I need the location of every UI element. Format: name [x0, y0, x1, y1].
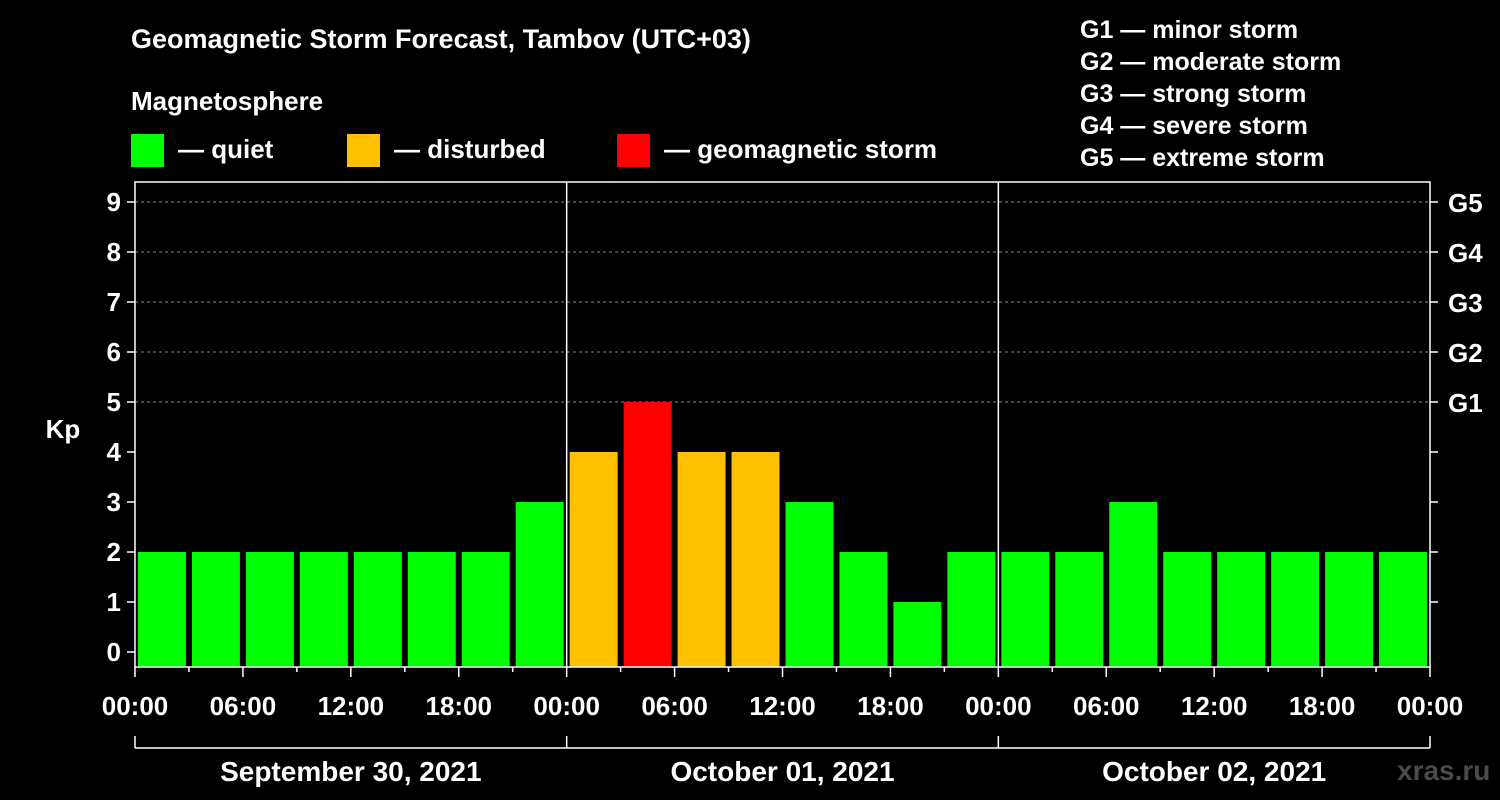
bar-17	[1055, 552, 1104, 667]
bar-9	[623, 402, 672, 667]
y-tick-label-5: 5	[107, 387, 121, 417]
x-tick-label-7: 18:00	[857, 691, 924, 721]
y-tick-label-3: 3	[107, 487, 121, 517]
x-tick-label-5: 06:00	[641, 691, 708, 721]
right-tick-label-g5: G5	[1448, 188, 1483, 218]
x-tick-label-0: 00:00	[102, 691, 169, 721]
chart-title: Geomagnetic Storm Forecast, Tambov (UTC+…	[131, 24, 751, 54]
legend-swatch-disturbed	[347, 134, 380, 167]
x-tick-label-4: 00:00	[533, 691, 600, 721]
x-tick-label-12: 00:00	[1397, 691, 1464, 721]
bar-18	[1109, 502, 1158, 667]
bar-11	[731, 452, 780, 667]
legend-item-storm: — geomagnetic storm	[617, 134, 957, 168]
right-tick-label-g3: G3	[1448, 288, 1483, 318]
legend-subtitle: Magnetosphere	[131, 86, 324, 116]
legend-label-disturbed: — disturbed	[394, 134, 546, 164]
bar-16	[1001, 552, 1050, 667]
right-tick-label-g1: G1	[1448, 388, 1483, 418]
bar-21	[1271, 552, 1320, 667]
x-tick-label-3: 18:00	[426, 691, 493, 721]
bar-12	[785, 502, 834, 667]
bar-6	[461, 552, 510, 667]
bar-0	[138, 552, 186, 667]
y-tick-label-2: 2	[107, 537, 121, 567]
legend-label-quiet: — quiet	[178, 134, 274, 164]
watermark: xras.ru	[1397, 755, 1491, 786]
x-tick-label-11: 18:00	[1289, 691, 1356, 721]
x-tick-label-6: 12:00	[749, 691, 816, 721]
y-tick-label-9: 9	[107, 187, 121, 217]
g-scale-legend-g1: G1 — minor storm	[1080, 16, 1299, 44]
bar-19	[1163, 552, 1212, 667]
g-scale-legend: G1 — minor storm G2 — moderate storm G3 …	[1080, 14, 1341, 174]
bar-23	[1379, 552, 1427, 667]
right-tick-label-g2: G2	[1448, 338, 1483, 368]
x-tick-label-2: 12:00	[318, 691, 385, 721]
legend-swatch-storm	[617, 134, 650, 167]
legend-item-quiet: — quiet	[131, 134, 331, 168]
bar-1	[191, 552, 240, 667]
x-tick-label-1: 06:00	[210, 691, 277, 721]
y-tick-label-1: 1	[107, 587, 121, 617]
bar-13	[839, 552, 888, 667]
bar-22	[1325, 552, 1374, 667]
bar-15	[947, 552, 996, 667]
day-label-1: October 01, 2021	[670, 756, 894, 787]
legend-swatch-quiet	[131, 134, 164, 167]
bar-7	[515, 502, 564, 667]
legend-item-disturbed: — disturbed	[347, 134, 587, 168]
day-label-0: September 30, 2021	[220, 756, 482, 787]
g-scale-legend-g4: G4 — severe storm	[1080, 112, 1308, 140]
bar-14	[893, 602, 942, 667]
y-axis-label: Kp	[46, 414, 81, 444]
bar-5	[407, 552, 456, 667]
x-tick-label-9: 06:00	[1073, 691, 1140, 721]
right-tick-label-g4: G4	[1448, 238, 1483, 268]
y-tick-label-8: 8	[107, 237, 121, 267]
bar-2	[245, 552, 294, 667]
g-scale-legend-g5: G5 — extreme storm	[1080, 144, 1325, 172]
x-tick-label-8: 00:00	[965, 691, 1032, 721]
y-tick-label-0: 0	[107, 637, 121, 667]
legend-label-storm: — geomagnetic storm	[664, 134, 938, 164]
y-tick-label-7: 7	[107, 287, 121, 317]
y-tick-label-6: 6	[107, 337, 121, 367]
bar-20	[1217, 552, 1266, 667]
day-label-2: October 02, 2021	[1102, 756, 1326, 787]
bar-10	[677, 452, 726, 667]
g-scale-legend-g2: G2 — moderate storm	[1080, 48, 1342, 76]
bar-3	[299, 552, 348, 667]
x-tick-label-10: 12:00	[1181, 691, 1248, 721]
y-tick-label-4: 4	[107, 437, 122, 467]
g-scale-legend-g3: G3 — strong storm	[1080, 80, 1307, 108]
bar-8	[569, 452, 618, 667]
bar-4	[353, 552, 402, 667]
